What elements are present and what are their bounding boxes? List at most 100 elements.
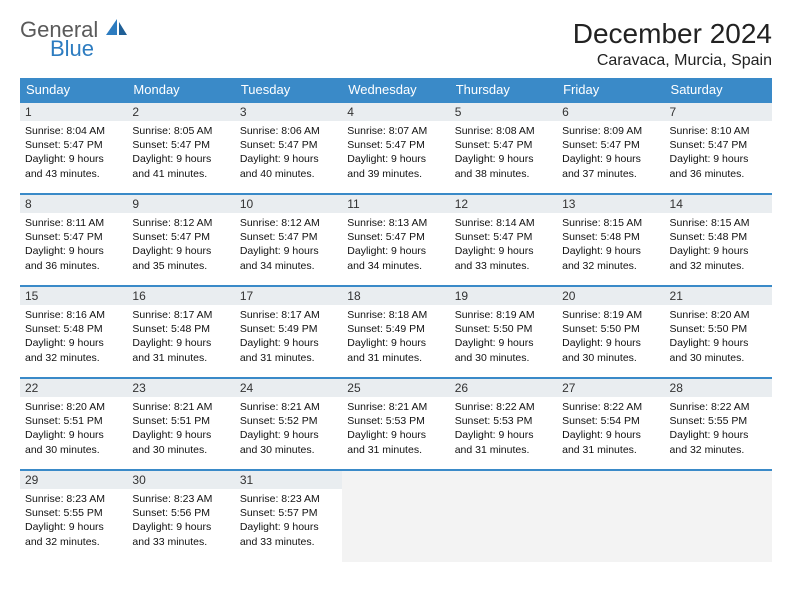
day-body: Sunrise: 8:12 AMSunset: 5:47 PMDaylight:… [235, 213, 342, 277]
calendar-cell: 2Sunrise: 8:05 AMSunset: 5:47 PMDaylight… [127, 102, 234, 194]
day-number: 6 [557, 103, 664, 121]
calendar-cell: .. [665, 470, 772, 562]
day-body: Sunrise: 8:07 AMSunset: 5:47 PMDaylight:… [342, 121, 449, 185]
weekday-header: Sunday [20, 78, 127, 102]
weekday-header: Tuesday [235, 78, 342, 102]
calendar-cell: 6Sunrise: 8:09 AMSunset: 5:47 PMDaylight… [557, 102, 664, 194]
calendar-cell: .. [557, 470, 664, 562]
header: General Blue December 2024 Caravaca, Mur… [20, 18, 772, 70]
day-number: 23 [127, 379, 234, 397]
day-number: 8 [20, 195, 127, 213]
day-body: Sunrise: 8:09 AMSunset: 5:47 PMDaylight:… [557, 121, 664, 185]
day-body: Sunrise: 8:23 AMSunset: 5:55 PMDaylight:… [20, 489, 127, 553]
day-body: Sunrise: 8:15 AMSunset: 5:48 PMDaylight:… [557, 213, 664, 277]
calendar-cell: .. [450, 470, 557, 562]
day-body: Sunrise: 8:13 AMSunset: 5:47 PMDaylight:… [342, 213, 449, 277]
day-body: Sunrise: 8:04 AMSunset: 5:47 PMDaylight:… [20, 121, 127, 185]
calendar-cell: 1Sunrise: 8:04 AMSunset: 5:47 PMDaylight… [20, 102, 127, 194]
day-number: 25 [342, 379, 449, 397]
day-number: 11 [342, 195, 449, 213]
calendar-cell: 29Sunrise: 8:23 AMSunset: 5:55 PMDayligh… [20, 470, 127, 562]
day-body: Sunrise: 8:15 AMSunset: 5:48 PMDaylight:… [665, 213, 772, 277]
day-number: 29 [20, 471, 127, 489]
day-number: 27 [557, 379, 664, 397]
day-number: 28 [665, 379, 772, 397]
calendar-cell: 26Sunrise: 8:22 AMSunset: 5:53 PMDayligh… [450, 378, 557, 470]
day-body: Sunrise: 8:16 AMSunset: 5:48 PMDaylight:… [20, 305, 127, 369]
calendar-cell: 13Sunrise: 8:15 AMSunset: 5:48 PMDayligh… [557, 194, 664, 286]
day-number: 9 [127, 195, 234, 213]
day-number: 22 [20, 379, 127, 397]
day-body: Sunrise: 8:20 AMSunset: 5:51 PMDaylight:… [20, 397, 127, 461]
page-title: December 2024 [573, 18, 772, 50]
day-body: Sunrise: 8:05 AMSunset: 5:47 PMDaylight:… [127, 121, 234, 185]
calendar-cell: 27Sunrise: 8:22 AMSunset: 5:54 PMDayligh… [557, 378, 664, 470]
day-body: Sunrise: 8:23 AMSunset: 5:57 PMDaylight:… [235, 489, 342, 553]
weekday-header: Saturday [665, 78, 772, 102]
day-number: 5 [450, 103, 557, 121]
day-number: 16 [127, 287, 234, 305]
day-number: 31 [235, 471, 342, 489]
calendar-table: Sunday Monday Tuesday Wednesday Thursday… [20, 78, 772, 562]
day-body: Sunrise: 8:22 AMSunset: 5:53 PMDaylight:… [450, 397, 557, 461]
day-number: 14 [665, 195, 772, 213]
calendar-row: 22Sunrise: 8:20 AMSunset: 5:51 PMDayligh… [20, 378, 772, 470]
day-body: Sunrise: 8:17 AMSunset: 5:49 PMDaylight:… [235, 305, 342, 369]
day-body: Sunrise: 8:17 AMSunset: 5:48 PMDaylight:… [127, 305, 234, 369]
day-body: Sunrise: 8:22 AMSunset: 5:55 PMDaylight:… [665, 397, 772, 461]
calendar-cell: 4Sunrise: 8:07 AMSunset: 5:47 PMDaylight… [342, 102, 449, 194]
weekday-header: Wednesday [342, 78, 449, 102]
logo: General Blue [20, 18, 128, 60]
day-number: 3 [235, 103, 342, 121]
weekday-header: Thursday [450, 78, 557, 102]
day-body: Sunrise: 8:21 AMSunset: 5:51 PMDaylight:… [127, 397, 234, 461]
calendar-cell: 9Sunrise: 8:12 AMSunset: 5:47 PMDaylight… [127, 194, 234, 286]
day-number: 17 [235, 287, 342, 305]
calendar-cell: 22Sunrise: 8:20 AMSunset: 5:51 PMDayligh… [20, 378, 127, 470]
weekday-header: Friday [557, 78, 664, 102]
logo-text: General Blue [20, 18, 128, 60]
day-number: 10 [235, 195, 342, 213]
calendar-cell: 21Sunrise: 8:20 AMSunset: 5:50 PMDayligh… [665, 286, 772, 378]
day-number: 1 [20, 103, 127, 121]
day-number: 21 [665, 287, 772, 305]
calendar-cell: 17Sunrise: 8:17 AMSunset: 5:49 PMDayligh… [235, 286, 342, 378]
day-number: 7 [665, 103, 772, 121]
calendar-body: 1Sunrise: 8:04 AMSunset: 5:47 PMDaylight… [20, 102, 772, 562]
title-block: December 2024 Caravaca, Murcia, Spain [573, 18, 772, 70]
day-number: 15 [20, 287, 127, 305]
calendar-cell: 11Sunrise: 8:13 AMSunset: 5:47 PMDayligh… [342, 194, 449, 286]
calendar-cell: 19Sunrise: 8:19 AMSunset: 5:50 PMDayligh… [450, 286, 557, 378]
calendar-cell: .. [342, 470, 449, 562]
calendar-cell: 12Sunrise: 8:14 AMSunset: 5:47 PMDayligh… [450, 194, 557, 286]
calendar-cell: 14Sunrise: 8:15 AMSunset: 5:48 PMDayligh… [665, 194, 772, 286]
day-number: 13 [557, 195, 664, 213]
calendar-row: 29Sunrise: 8:23 AMSunset: 5:55 PMDayligh… [20, 470, 772, 562]
day-number: 26 [450, 379, 557, 397]
day-number: 20 [557, 287, 664, 305]
day-number: 4 [342, 103, 449, 121]
day-number: 19 [450, 287, 557, 305]
calendar-cell: 7Sunrise: 8:10 AMSunset: 5:47 PMDaylight… [665, 102, 772, 194]
calendar-row: 15Sunrise: 8:16 AMSunset: 5:48 PMDayligh… [20, 286, 772, 378]
calendar-cell: 25Sunrise: 8:21 AMSunset: 5:53 PMDayligh… [342, 378, 449, 470]
calendar-cell: 3Sunrise: 8:06 AMSunset: 5:47 PMDaylight… [235, 102, 342, 194]
calendar-row: 8Sunrise: 8:11 AMSunset: 5:47 PMDaylight… [20, 194, 772, 286]
day-body: Sunrise: 8:22 AMSunset: 5:54 PMDaylight:… [557, 397, 664, 461]
day-body: Sunrise: 8:20 AMSunset: 5:50 PMDaylight:… [665, 305, 772, 369]
day-body: Sunrise: 8:21 AMSunset: 5:53 PMDaylight:… [342, 397, 449, 461]
calendar-cell: 23Sunrise: 8:21 AMSunset: 5:51 PMDayligh… [127, 378, 234, 470]
calendar-cell: 16Sunrise: 8:17 AMSunset: 5:48 PMDayligh… [127, 286, 234, 378]
day-body: Sunrise: 8:23 AMSunset: 5:56 PMDaylight:… [127, 489, 234, 553]
day-body: Sunrise: 8:21 AMSunset: 5:52 PMDaylight:… [235, 397, 342, 461]
day-body: Sunrise: 8:10 AMSunset: 5:47 PMDaylight:… [665, 121, 772, 185]
day-number: 2 [127, 103, 234, 121]
location-label: Caravaca, Murcia, Spain [573, 52, 772, 70]
day-body: Sunrise: 8:06 AMSunset: 5:47 PMDaylight:… [235, 121, 342, 185]
weekday-header-row: Sunday Monday Tuesday Wednesday Thursday… [20, 78, 772, 102]
day-number: 30 [127, 471, 234, 489]
day-body: Sunrise: 8:12 AMSunset: 5:47 PMDaylight:… [127, 213, 234, 277]
calendar-cell: 18Sunrise: 8:18 AMSunset: 5:49 PMDayligh… [342, 286, 449, 378]
calendar-cell: 30Sunrise: 8:23 AMSunset: 5:56 PMDayligh… [127, 470, 234, 562]
calendar-cell: 31Sunrise: 8:23 AMSunset: 5:57 PMDayligh… [235, 470, 342, 562]
